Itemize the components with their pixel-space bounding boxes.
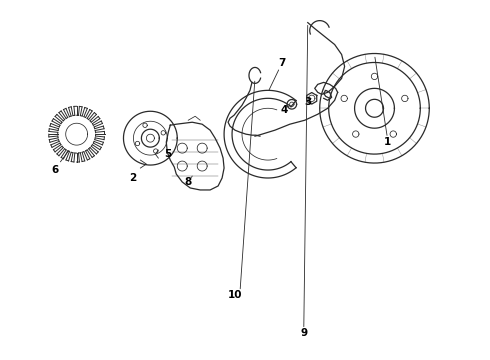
Text: 7: 7	[278, 58, 286, 68]
Text: 4: 4	[280, 105, 288, 115]
Text: 6: 6	[51, 165, 58, 175]
Text: 8: 8	[185, 177, 192, 187]
Text: 9: 9	[300, 328, 307, 338]
Text: 5: 5	[165, 149, 172, 159]
Text: 2: 2	[129, 173, 136, 183]
Text: 10: 10	[228, 289, 242, 300]
Text: 1: 1	[384, 137, 391, 147]
Text: 3: 3	[304, 97, 311, 107]
